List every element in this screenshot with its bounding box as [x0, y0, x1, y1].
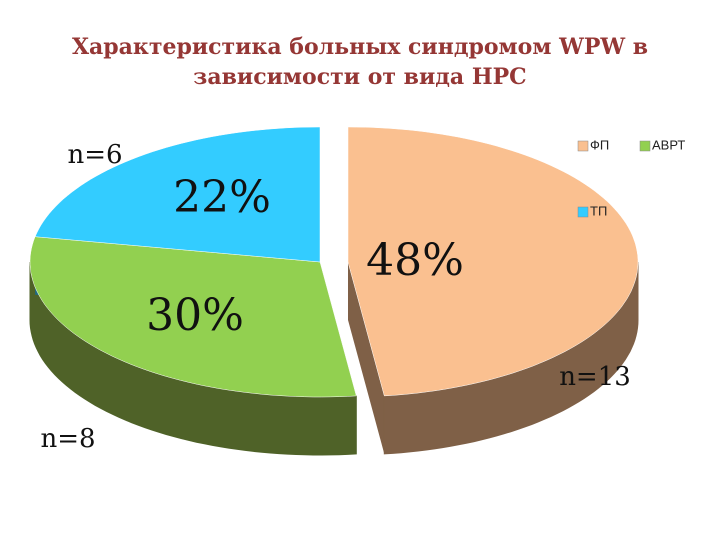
- slice: [347, 126, 639, 397]
- annotation: n=8: [40, 424, 95, 454]
- annotation: n=13: [559, 362, 631, 392]
- data-label: 22%: [173, 172, 271, 223]
- slice: [29, 236, 357, 398]
- data-label: 30%: [146, 290, 244, 341]
- slice: [34, 126, 321, 263]
- slice-wall: [348, 262, 385, 454]
- legend-label: ТП: [590, 203, 607, 218]
- legend-swatch: [577, 140, 589, 152]
- data-label: 48%: [366, 235, 464, 286]
- legend-label: ФП: [590, 137, 609, 152]
- chart-title: Характеристика больных синдромом WPW в з…: [71, 34, 649, 90]
- legend-swatch: [639, 140, 651, 152]
- legend-swatch: [577, 206, 589, 218]
- legend-label: АВРТ: [652, 137, 685, 152]
- annotation: n=6: [67, 140, 122, 170]
